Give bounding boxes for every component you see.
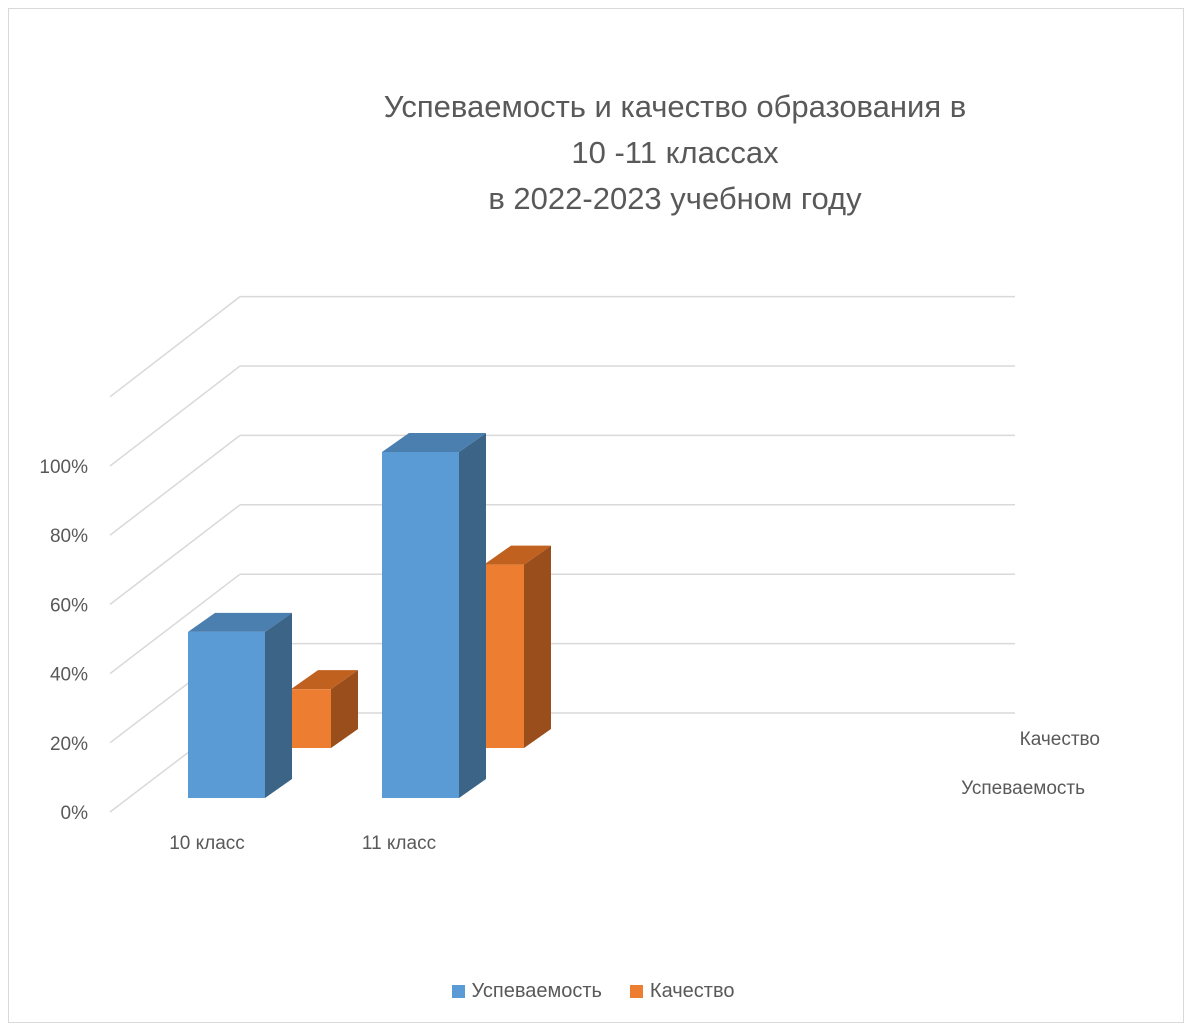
y-tick-label: 60% — [50, 595, 88, 616]
bar-front — [484, 564, 524, 748]
legend-item-uspevaemost[interactable]: Успеваемость — [451, 980, 602, 1003]
y-tick-label: 40% — [50, 665, 88, 686]
gridline-diagonal — [109, 504, 241, 605]
y-tick-label: 0% — [61, 803, 89, 824]
legend: Успеваемость Качество — [0, 980, 1186, 1003]
category-label: 11 класс — [362, 833, 436, 854]
depth-label: Успеваемость — [961, 778, 1085, 799]
category-labels: 10 класс 11 класс — [169, 833, 436, 854]
bar-side — [331, 670, 358, 748]
bar-side — [524, 545, 551, 748]
bars — [188, 433, 551, 798]
legend-label-kachestvo: Качество — [649, 980, 735, 1002]
bar-top — [188, 612, 292, 632]
bar-front — [382, 452, 459, 798]
chart-title: Успеваемость и качество образования в 10… — [330, 84, 1020, 222]
chart-frame — [8, 8, 1184, 1023]
gridlines — [109, 295, 1015, 813]
gridline-diagonal — [109, 365, 241, 467]
gridline-diagonal — [109, 434, 241, 536]
y-tick-label: 20% — [50, 734, 88, 755]
gridline-diagonal — [109, 573, 241, 675]
bar-side — [265, 612, 292, 798]
bar-1-0 — [291, 670, 358, 748]
y-tick-label: 80% — [50, 526, 88, 547]
depth-axis-labels: Качество Успеваемость — [961, 729, 1100, 799]
legend-swatch-kachestvo — [629, 985, 643, 998]
bar-front — [188, 631, 265, 798]
y-axis-ticks: 0% 20% 40% 60% 80% 100% — [39, 457, 88, 824]
bar-top — [484, 545, 551, 565]
chart-title-line-2: 10 -11 классах — [571, 135, 779, 170]
legend-item-kachestvo[interactable]: Качество — [629, 980, 735, 1003]
depth-label: Качество — [1020, 729, 1100, 750]
bar-0-1 — [382, 433, 486, 798]
bar-side — [459, 433, 486, 798]
bar-0-0 — [188, 612, 292, 798]
legend-swatch-uspevaemost — [451, 985, 465, 998]
gridline-diagonal — [109, 296, 241, 398]
chart-title-line-3: в 2022-2023 учебном году — [488, 181, 862, 216]
bar-top — [382, 433, 486, 452]
category-label: 10 класс — [169, 833, 245, 854]
bar-front — [291, 689, 331, 748]
y-tick-label: 100% — [39, 457, 88, 478]
bar-top — [291, 670, 358, 690]
chart-title-line-1: Успеваемость и качество образования в — [383, 89, 967, 124]
legend-label-uspevaemost: Успеваемость — [471, 980, 602, 1002]
bar-1-1 — [484, 545, 551, 748]
